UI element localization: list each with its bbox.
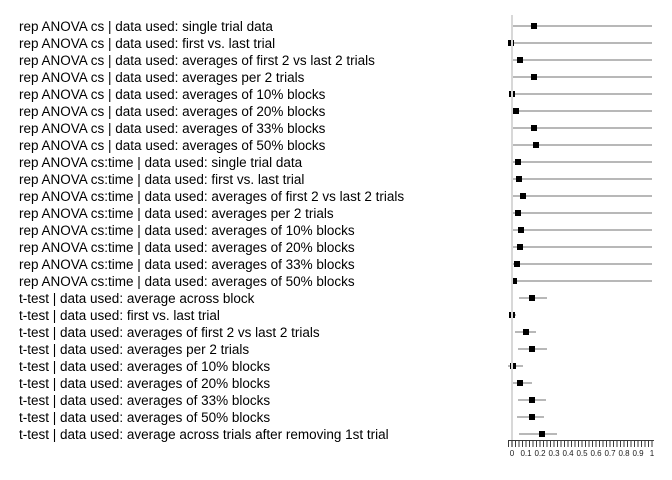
row-label: t-test | data used: average across block	[19, 290, 255, 306]
row-label: rep ANOVA cs:time | data used: averages …	[19, 273, 355, 289]
error-bar	[512, 195, 652, 197]
data-point-marker	[528, 295, 535, 301]
data-point-marker	[517, 244, 524, 250]
error-bar	[512, 229, 652, 231]
row-label: rep ANOVA cs:time | data used: averages …	[19, 256, 355, 272]
row-label: rep ANOVA cs:time | data used: averages …	[19, 205, 334, 221]
data-point-marker	[515, 159, 522, 165]
data-point-marker	[515, 210, 522, 216]
row-label: rep ANOVA cs:time | data used: single tr…	[19, 154, 303, 170]
row-label: t-test | data used: averages of 20% bloc…	[19, 375, 271, 391]
error-bar	[512, 76, 652, 78]
row-label: rep ANOVA cs | data used: single trial d…	[19, 18, 273, 34]
x-axis-tick-comb	[508, 440, 654, 447]
x-axis-tick-label: 0.6	[590, 449, 602, 458]
error-bar	[512, 59, 652, 61]
row-label: rep ANOVA cs | data used: first vs. last…	[19, 35, 276, 51]
error-bar	[512, 161, 652, 163]
x-axis-tick-label: 0.9	[632, 449, 644, 458]
error-bar	[512, 144, 652, 146]
data-point-marker	[531, 125, 538, 131]
error-bar	[512, 93, 652, 95]
data-point-marker	[511, 278, 518, 284]
row-label: t-test | data used: averages of 50% bloc…	[19, 409, 271, 425]
error-bar	[512, 127, 652, 129]
row-label: rep ANOVA cs:time | data used: averages …	[19, 239, 355, 255]
data-point-marker	[509, 363, 516, 369]
data-point-marker	[531, 74, 538, 80]
row-label: rep ANOVA cs:time | data used: averages …	[19, 188, 405, 204]
row-label: rep ANOVA cs | data used: averages of 50…	[19, 137, 326, 153]
data-point-marker	[518, 227, 525, 233]
data-point-marker	[528, 397, 535, 403]
row-label: t-test | data used: averages per 2 trial…	[19, 341, 250, 357]
x-axis-tick-label: 0.3	[548, 449, 560, 458]
data-point-marker	[517, 57, 524, 63]
row-label: rep ANOVA cs | data used: averages of 33…	[19, 120, 326, 136]
row-label: rep ANOVA cs:time | data used: averages …	[19, 222, 355, 238]
error-bar	[512, 25, 652, 27]
x-axis-tick-label: 0.8	[618, 449, 630, 458]
error-bar	[512, 42, 652, 44]
data-point-marker	[516, 176, 522, 182]
data-point-marker	[529, 414, 536, 420]
x-axis-tick-label: 0.1	[520, 449, 532, 458]
error-bar	[519, 433, 557, 435]
x-axis-tick-label: 0	[509, 449, 515, 458]
data-point-marker	[523, 329, 529, 335]
x-axis-tick-label: 0.5	[576, 449, 588, 458]
x-axis-tick-label: 1	[649, 449, 655, 458]
error-bar	[512, 280, 652, 282]
row-label: t-test | data used: average across trial…	[19, 426, 389, 442]
data-point-marker	[516, 380, 523, 386]
data-point-marker	[532, 142, 539, 148]
error-bar	[512, 263, 652, 265]
error-bar	[512, 110, 652, 112]
row-label: rep ANOVA cs | data used: averages of 10…	[19, 86, 326, 102]
data-point-marker	[528, 346, 535, 352]
data-point-marker	[539, 431, 546, 437]
x-axis-tick-label: 0.7	[604, 449, 616, 458]
row-label: rep ANOVA cs | data used: averages of 20…	[19, 103, 326, 119]
row-label: t-test | data used: averages of first 2 …	[19, 324, 320, 340]
x-axis-tick-label: 0.4	[562, 449, 574, 458]
row-label: rep ANOVA cs | data used: averages of fi…	[19, 52, 375, 68]
data-point-marker	[513, 108, 520, 114]
x-axis-tick-label: 0.2	[534, 449, 546, 458]
row-label: t-test | data used: averages of 33% bloc…	[19, 392, 271, 408]
data-point-marker	[531, 23, 538, 29]
row-label: t-test | data used: first vs. last trial	[19, 307, 220, 323]
row-label: rep ANOVA cs:time | data used: first vs.…	[19, 171, 305, 187]
data-point-marker	[514, 261, 521, 267]
data-point-marker	[520, 193, 527, 199]
y-axis-line	[510, 15, 513, 447]
error-bar	[512, 178, 652, 180]
error-bar	[512, 212, 652, 214]
row-label: t-test | data used: averages of 10% bloc…	[19, 358, 271, 374]
error-bar	[512, 246, 652, 248]
row-label: rep ANOVA cs | data used: averages per 2…	[19, 69, 305, 85]
